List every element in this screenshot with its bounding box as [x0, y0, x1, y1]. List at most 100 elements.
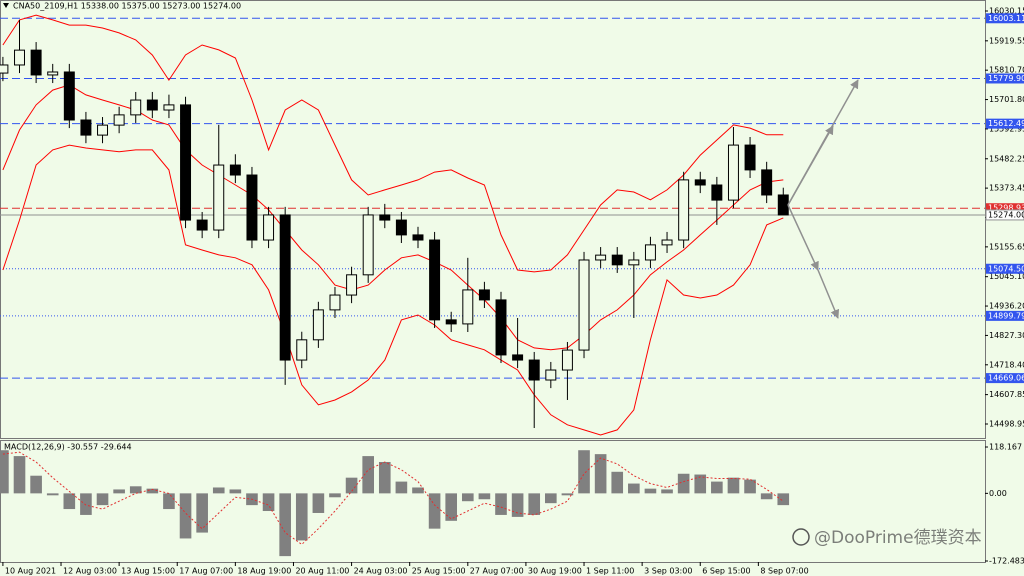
x-tick-label: 17 Aug 07:00 [179, 567, 233, 576]
candle-body [30, 49, 42, 76]
y-tick-label: 15155.65 [989, 242, 1024, 251]
macd-bar [13, 456, 26, 494]
macd-bar [329, 493, 341, 498]
y-tick-label: 15701.80 [989, 95, 1024, 104]
candle-body [727, 144, 739, 201]
macd-bar [561, 493, 574, 496]
y-tick-label: 14827.30 [989, 331, 1024, 340]
macd-bar [63, 493, 76, 510]
level-label: 14669.06 [988, 374, 1024, 383]
level-label: 15274.00 [988, 210, 1024, 219]
level-label: 15779.90 [988, 74, 1024, 83]
macd-bar [445, 493, 458, 521]
arrow [787, 125, 834, 206]
macd-bar [461, 493, 474, 502]
candle-body [346, 274, 358, 296]
macd-bar [760, 493, 773, 500]
macd-bar [511, 493, 524, 517]
candle-body [362, 214, 374, 276]
macd-bar [578, 450, 590, 494]
level-label-box [986, 263, 1024, 274]
y-tick-label: 14607.85 [989, 390, 1024, 399]
candle-body [246, 174, 258, 241]
watermark: @DooPrime德璞资本 [814, 528, 982, 548]
arrow [787, 204, 819, 271]
candle-body [462, 289, 474, 325]
x-tick-label: 30 Aug 19:00 [528, 567, 582, 576]
y-tick-label: 15045.10 [989, 272, 1024, 281]
candle-body [379, 214, 391, 221]
level-label-box [986, 373, 1024, 384]
menu-icon[interactable] [3, 3, 9, 8]
candle-body [429, 239, 441, 321]
macd-bar [395, 481, 408, 494]
candle-body [395, 219, 407, 236]
x-tick-label: 20 Aug 11:00 [295, 567, 349, 576]
candle-body [130, 99, 142, 116]
y-tick-label: 15373.45 [989, 184, 1024, 193]
candle-body [445, 319, 457, 325]
y-tick-label: 15592.95 [989, 124, 1024, 133]
macd-bar [412, 487, 424, 494]
macd-bar [46, 493, 59, 496]
level-label: 15298.93 [988, 204, 1024, 213]
y-tick-label: 15482.25 [989, 154, 1024, 163]
macd-bar [611, 471, 624, 494]
level-label-box [986, 310, 1024, 321]
macd-signal [2, 451, 784, 546]
candle-body [478, 289, 490, 301]
candle-body [628, 259, 640, 266]
macd-bar [229, 489, 242, 494]
candle-body [611, 254, 623, 266]
macd-bar [677, 473, 690, 494]
candle-body [711, 184, 723, 201]
macd-bar [744, 479, 756, 494]
y-tick-label: 16030.15 [989, 6, 1024, 15]
macd-bar [30, 475, 42, 494]
chart-title: CNA50_2109,H1 15338.00 15375.00 15273.00… [13, 2, 241, 11]
level-label: 15612.49 [988, 119, 1024, 128]
x-tick-label: 6 Sep 15:00 [702, 567, 750, 576]
macd-bar [279, 493, 291, 557]
candle-body [80, 119, 92, 136]
candle-body [296, 339, 308, 361]
candle-body [512, 354, 524, 361]
candle-body [279, 214, 291, 361]
level-label-box [986, 118, 1024, 129]
x-tick-label: 25 Aug 15:00 [412, 567, 466, 576]
candle-body [578, 259, 590, 351]
macd-bar [80, 493, 92, 515]
y-tick-label: 14718.40 [989, 360, 1024, 369]
x-tick-label: 18 Aug 19:00 [237, 567, 291, 576]
macd-panel-frame [0, 440, 986, 563]
macd-bar [428, 493, 441, 529]
macd-bar [96, 493, 109, 506]
candle-body [213, 164, 225, 231]
candle-body [263, 214, 275, 241]
candle-body [678, 179, 690, 241]
x-tick-label: 12 Aug 03:00 [63, 567, 117, 576]
candle-body [694, 179, 706, 186]
candle-body [495, 299, 507, 356]
candle-body [113, 114, 125, 126]
candle-body [163, 104, 175, 111]
macd-bar [545, 493, 557, 504]
macd-bar [113, 489, 125, 494]
macd-bar [594, 454, 607, 494]
x-tick-label: 8 Sep 07:00 [760, 567, 808, 576]
candle-body [412, 234, 424, 241]
y-tick-label: 15810.70 [989, 66, 1024, 75]
candle-body [146, 99, 158, 111]
x-tick-label: 27 Aug 07:00 [470, 567, 524, 576]
x-tick-label: 10 Aug 2021 [5, 567, 56, 576]
y-tick-label: 0.00 [989, 489, 1007, 498]
level-label: 16003.11 [988, 14, 1024, 23]
macd-bar [694, 474, 707, 494]
plot-area [0, 14, 985, 557]
candle-body [329, 294, 341, 311]
candle-body [644, 244, 656, 261]
macd-bar [495, 493, 507, 515]
candle-body [761, 169, 773, 196]
watermark-logo [792, 528, 810, 546]
